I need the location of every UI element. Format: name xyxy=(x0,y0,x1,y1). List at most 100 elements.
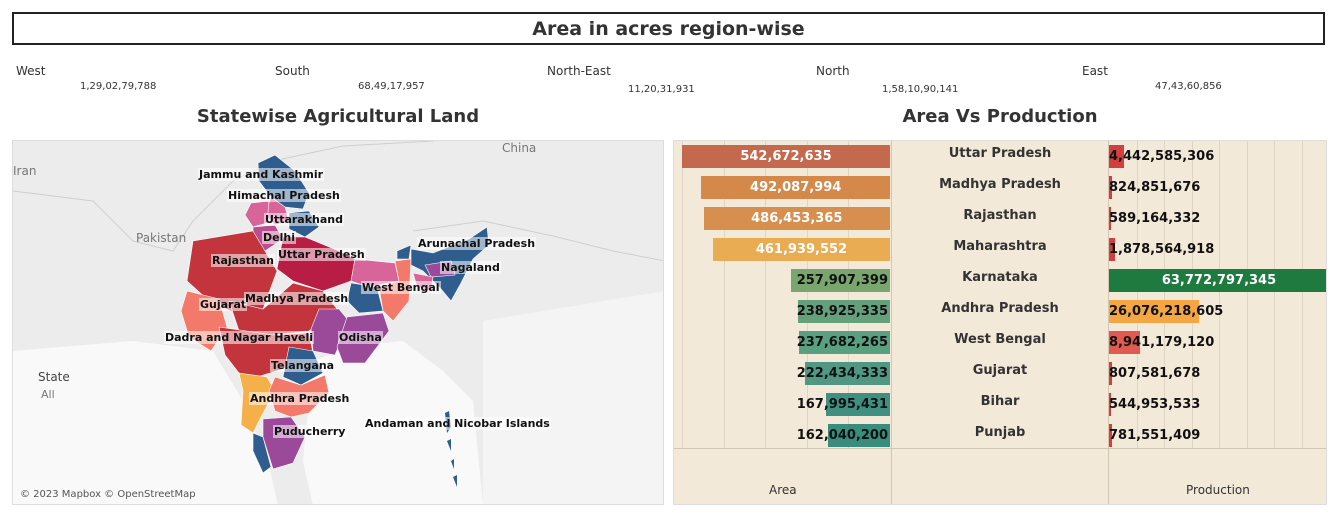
geo-label-pakistan: Pakistan xyxy=(136,231,187,245)
state-label: Jammu and Kashmir xyxy=(198,168,325,181)
production-bar[interactable] xyxy=(1109,362,1112,385)
geo-label-china: China xyxy=(502,141,537,155)
production-gridline xyxy=(1274,141,1275,448)
production-gridline xyxy=(1246,141,1248,448)
state-label: Telangana xyxy=(270,359,336,372)
area-axis-title: Area xyxy=(769,483,797,497)
area-data-label: 162,040,200 xyxy=(796,428,888,443)
region-value: 1,29,02,79,788 xyxy=(80,81,157,92)
production-bar[interactable] xyxy=(1109,176,1112,199)
production-panel-divider xyxy=(1108,141,1109,504)
state-label: West Bengal xyxy=(361,281,441,294)
area-bar[interactable] xyxy=(798,300,890,323)
production-data-label: 544,953,533 xyxy=(1109,397,1201,412)
production-gridline xyxy=(1136,141,1138,448)
production-data-label: 63,772,797,345 xyxy=(1161,273,1277,288)
production-data-label: 4,442,585,306 xyxy=(1109,149,1215,164)
state-label: Nagaland xyxy=(440,261,501,274)
category-label: Maharashtra xyxy=(953,239,1047,254)
region-value: 47,43,60,856 xyxy=(1155,81,1222,92)
production-bar[interactable] xyxy=(1109,238,1116,261)
region-name: East xyxy=(1082,64,1108,78)
chart-title: Area Vs Production xyxy=(902,106,1098,127)
category-label: Punjab xyxy=(974,425,1026,440)
region-north[interactable]: North 1,58,10,90,141 xyxy=(816,64,958,95)
production-gridline xyxy=(1301,141,1303,448)
region-north-east[interactable]: North-East 11,20,31,931 xyxy=(547,64,695,95)
category-label: Gujarat xyxy=(972,363,1028,378)
region-value: 11,20,31,931 xyxy=(628,84,695,95)
production-data-label: 807,581,678 xyxy=(1109,366,1201,381)
region-east[interactable]: East 47,43,60,856 xyxy=(1082,64,1222,92)
area-data-label: 167,995,431 xyxy=(796,397,888,412)
area-bar[interactable] xyxy=(682,145,890,168)
production-bar[interactable] xyxy=(1109,424,1112,447)
area-data-label: 238,925,335 xyxy=(796,304,888,319)
region-name: North xyxy=(816,64,850,78)
area-data-label: 257,907,399 xyxy=(796,273,888,288)
area-data-label: 492,087,994 xyxy=(750,180,842,195)
region-name: South xyxy=(275,64,310,78)
area-vs-production-chart[interactable]: Area Production 542,672,635 Uttar Pradesh… xyxy=(673,140,1327,505)
area-data-label: 461,939,552 xyxy=(755,242,848,257)
production-data-label: 589,164,332 xyxy=(1109,211,1201,226)
legend-value[interactable]: All xyxy=(41,388,55,401)
area-gridline xyxy=(765,141,767,448)
area-bar[interactable] xyxy=(703,207,890,230)
state-label: Arunachal Pradesh xyxy=(417,237,537,250)
map-attribution: © 2023 Mapbox © OpenStreetMap xyxy=(20,489,196,500)
production-bar[interactable] xyxy=(1109,207,1112,230)
production-gridline xyxy=(1164,141,1165,448)
production-bar[interactable] xyxy=(1109,331,1140,354)
production-data-label: 26,076,218,605 xyxy=(1109,304,1224,319)
area-data-label: 486,453,365 xyxy=(751,211,843,226)
region-name: West xyxy=(16,64,46,78)
area-bar[interactable] xyxy=(825,393,890,416)
state-label: Madhya Pradesh xyxy=(244,292,350,305)
category-label: Uttar Pradesh xyxy=(948,146,1052,161)
category-label: West Bengal xyxy=(954,332,1046,347)
area-bar[interactable] xyxy=(701,176,890,199)
area-bar[interactable] xyxy=(712,238,890,261)
production-bar[interactable] xyxy=(1109,300,1199,323)
area-bar[interactable] xyxy=(798,331,890,354)
region-name: North-East xyxy=(547,64,611,78)
state-label: Rajasthan xyxy=(211,254,275,267)
production-gridline xyxy=(1191,141,1193,448)
category-label: Bihar xyxy=(980,394,1020,409)
axis-divider xyxy=(674,448,1326,449)
category-label: Rajasthan xyxy=(963,208,1037,223)
page-title: Area in acres region-wise xyxy=(12,12,1325,45)
area-data-label: 237,682,265 xyxy=(796,335,888,350)
production-data-label: 1,878,564,918 xyxy=(1109,242,1215,257)
production-bar[interactable] xyxy=(1109,269,1326,292)
production-gridline xyxy=(1219,141,1220,448)
legend-field: State xyxy=(38,370,70,384)
state-label: Delhi xyxy=(262,231,296,244)
area-gridline xyxy=(682,141,683,448)
area-gridline xyxy=(848,141,850,448)
area-gridline xyxy=(723,141,725,448)
geo-label-iran: Iran xyxy=(13,164,37,178)
area-panel-divider xyxy=(891,141,892,504)
state-label: Andhra Pradesh xyxy=(249,392,351,405)
state-label: Puducherry xyxy=(273,425,347,438)
category-label: Karnataka xyxy=(962,270,1038,285)
area-data-label: 542,672,635 xyxy=(740,149,832,164)
state-label: Andaman and Nicobar Islands xyxy=(364,417,551,430)
india-map[interactable]: Iran Pakistan China Jammu and Kashmir Hi… xyxy=(12,140,664,505)
area-data-label: 222,434,333 xyxy=(796,366,888,381)
production-bar[interactable] xyxy=(1109,393,1111,416)
area-bar[interactable] xyxy=(827,424,890,447)
region-value: 1,58,10,90,141 xyxy=(882,84,959,95)
region-south[interactable]: South 68,49,17,957 xyxy=(275,64,425,92)
production-axis-title: Production xyxy=(1186,483,1250,497)
category-label: Madhya Pradesh xyxy=(939,177,1061,192)
area-bar[interactable] xyxy=(804,362,890,385)
state-label: Gujarat xyxy=(199,298,248,311)
production-bar[interactable] xyxy=(1109,145,1125,168)
category-label: Andhra Pradesh xyxy=(941,301,1059,316)
region-west[interactable]: West 1,29,02,79,788 xyxy=(16,64,156,92)
area-bar[interactable] xyxy=(791,269,890,292)
map-title: Statewise Agricultural Land xyxy=(196,106,480,127)
